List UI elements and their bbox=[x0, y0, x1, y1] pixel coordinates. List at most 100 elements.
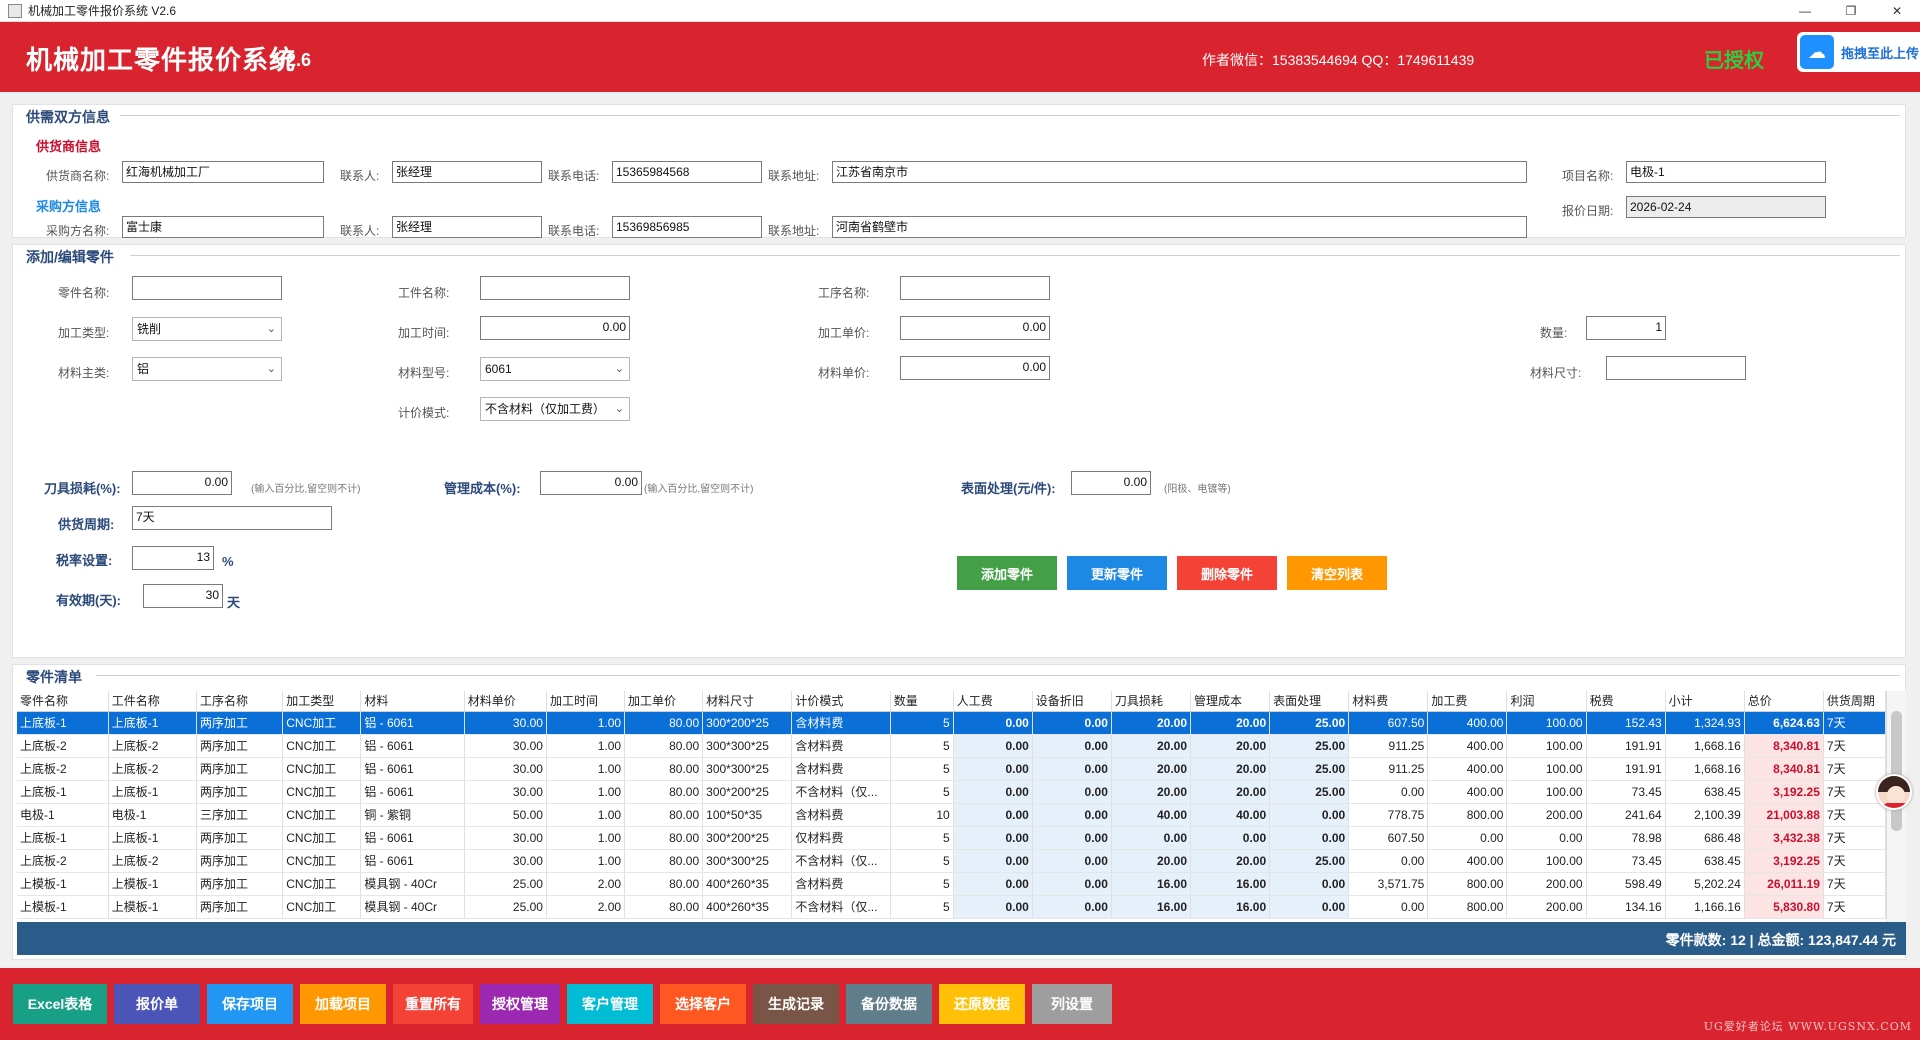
supplier-name-field[interactable]: 红海机械加工厂 bbox=[122, 161, 324, 183]
column-header[interactable]: 加工单价 bbox=[624, 691, 704, 712]
column-header[interactable]: 表面处理 bbox=[1269, 691, 1350, 712]
column-header[interactable]: 管理成本 bbox=[1190, 691, 1271, 712]
supplier-phone-field[interactable]: 15365984568 bbox=[612, 161, 762, 183]
scrollbar-thumb[interactable] bbox=[1891, 711, 1902, 831]
proc-type-select[interactable]: 铣削 ⌄ bbox=[132, 317, 282, 341]
toolbar-button[interactable]: 报价单 bbox=[114, 984, 200, 1024]
surface-field[interactable]: 0.00 bbox=[1071, 471, 1151, 495]
maximize-button[interactable]: ❐ bbox=[1845, 4, 1857, 18]
table-cell: 0.00 bbox=[1032, 780, 1112, 804]
column-header[interactable]: 材料尺寸 bbox=[702, 691, 793, 712]
toolbar-button[interactable]: 生成记录 bbox=[753, 984, 839, 1024]
column-header[interactable]: 供货周期 bbox=[1823, 691, 1887, 712]
material-size-field[interactable] bbox=[1606, 356, 1746, 380]
table-cell: 30.00 bbox=[464, 711, 547, 735]
column-header[interactable]: 工件名称 bbox=[108, 691, 198, 712]
table-row[interactable]: 上模板-1 上模板-1 两序加工 CNC加工 模具钢 - 40Cr 25.00 2.00 80… bbox=[17, 895, 1887, 919]
grid-summary: 零件款数: 12 | 总金额: 123,847.44 元 bbox=[17, 922, 1906, 955]
supplier-address-field[interactable]: 江苏省南京市 bbox=[832, 161, 1527, 183]
table-cell: 上底板-2 bbox=[17, 849, 109, 873]
mgmt-cost-field[interactable]: 0.00 bbox=[540, 471, 642, 495]
column-header[interactable]: 总价 bbox=[1744, 691, 1824, 712]
chevron-down-icon: ⌄ bbox=[266, 363, 276, 375]
buyer-contact-field[interactable]: 张经理 bbox=[392, 216, 542, 238]
column-header[interactable]: 工序名称 bbox=[196, 691, 284, 712]
valid-field[interactable]: 30 bbox=[143, 584, 223, 608]
column-header[interactable]: 数量 bbox=[890, 691, 954, 712]
close-button[interactable]: ✕ bbox=[1891, 4, 1903, 18]
clear-list-button[interactable]: 清空列表 bbox=[1287, 556, 1387, 590]
material-select[interactable]: 铝 ⌄ bbox=[132, 357, 282, 381]
column-header[interactable]: 零件名称 bbox=[17, 691, 109, 712]
table-cell: 5 bbox=[890, 757, 954, 781]
material-model-select[interactable]: 6061 ⌄ bbox=[480, 357, 630, 381]
table-row[interactable]: 上底板-2 上底板-2 两序加工 CNC加工铝 - 6061 30.00 1.00 80.0… bbox=[17, 734, 1887, 758]
tool-loss-field[interactable]: 0.00 bbox=[132, 471, 232, 495]
column-header[interactable]: 设备折旧 bbox=[1032, 691, 1112, 712]
table-cell: 25.00 bbox=[1269, 780, 1350, 804]
table-cell: CNC加工 bbox=[282, 757, 362, 781]
toolbar-button[interactable]: 重置所有 bbox=[393, 984, 473, 1024]
column-header[interactable]: 利润 bbox=[1506, 691, 1587, 712]
table-row[interactable]: 上底板-1 上底板-1 两序加工 CNC加工铝 - 6061 30.00 1.00 80.0… bbox=[17, 711, 1887, 735]
table-cell: 1.00 bbox=[546, 780, 626, 804]
parts-grid[interactable]: 零件名称 工件名称 工序名称 加工类型 材料 材料单价 加工时间 加工单价 材料尺寸 计价模式 数量… bbox=[17, 691, 1887, 919]
column-header[interactable]: 人工费 bbox=[953, 691, 1033, 712]
tax-field[interactable]: 13 bbox=[132, 546, 214, 570]
column-header[interactable]: 材料费 bbox=[1348, 691, 1429, 712]
upload-button[interactable]: ☁ 拖拽至此上传 bbox=[1797, 32, 1920, 72]
table-cell: 不含材料（仅... bbox=[791, 895, 891, 919]
quote-date-field[interactable]: 2026-02-24 bbox=[1626, 196, 1826, 218]
table-cell: 5 bbox=[890, 826, 954, 850]
toolbar-button[interactable]: 客户管理 bbox=[567, 984, 653, 1024]
toolbar-button[interactable]: Excel表格 bbox=[13, 984, 107, 1024]
table-row[interactable]: 上模板-1 上模板-1 两序加工 CNC加工 模具钢 - 40Cr 25.00 2.00 80… bbox=[17, 872, 1887, 896]
toolbar-button[interactable]: 还原数据 bbox=[939, 984, 1025, 1024]
table-cell: 25.00 bbox=[1269, 711, 1350, 735]
column-header[interactable]: 加工费 bbox=[1427, 691, 1508, 712]
toolbar-button[interactable]: 授权管理 bbox=[480, 984, 560, 1024]
column-header[interactable]: 材料单价 bbox=[464, 691, 547, 712]
toolbar-button[interactable]: 备份数据 bbox=[846, 984, 932, 1024]
update-part-button[interactable]: 更新零件 bbox=[1067, 556, 1167, 590]
qty-field[interactable]: 1 bbox=[1586, 316, 1666, 340]
supplier-contact-field[interactable]: 张经理 bbox=[392, 161, 542, 183]
buyer-phone-field[interactable]: 15369856985 bbox=[612, 216, 762, 238]
material-label: 材料主类: bbox=[58, 366, 110, 380]
toolbar-button[interactable]: 列设置 bbox=[1032, 984, 1112, 1024]
process-field[interactable] bbox=[900, 276, 1050, 300]
table-row[interactable]: 上底板-1 上底板-1 两序加工 CNC加工铝 - 6061 30.00 1.00 80.0… bbox=[17, 826, 1887, 850]
assistant-avatar[interactable] bbox=[1876, 774, 1912, 810]
add-part-button[interactable]: 添加零件 bbox=[957, 556, 1057, 590]
column-header[interactable]: 计价模式 bbox=[791, 691, 891, 712]
column-header[interactable]: 刀具损耗 bbox=[1111, 691, 1192, 712]
material-price-label: 材料单价: bbox=[818, 366, 870, 380]
table-cell: 73.45 bbox=[1586, 780, 1666, 804]
toolbar-button[interactable]: 选择客户 bbox=[660, 984, 746, 1024]
table-row[interactable]: 上底板-2 上底板-2 两序加工 CNC加工铝 - 6061 30.00 1.00 80.0… bbox=[17, 757, 1887, 781]
table-row[interactable]: 上底板-1 上底板-1 两序加工 CNC加工铝 - 6061 30.00 1.00 80.0… bbox=[17, 780, 1887, 804]
table-row[interactable]: 电极-1 电极-1 三序加工 CNC加工铜 - 紫铜 50.00 1.00 80.00 100… bbox=[17, 803, 1887, 827]
pricing-select[interactable]: 不含材料（仅加工费） ⌄ bbox=[480, 397, 630, 421]
column-header[interactable]: 税费 bbox=[1586, 691, 1666, 712]
tax-label: 税率设置: bbox=[56, 553, 113, 568]
toolbar-button[interactable]: 加载项目 bbox=[300, 984, 386, 1024]
buyer-name-field[interactable]: 富士康 bbox=[122, 216, 324, 238]
buyer-address-field[interactable]: 河南省鹤壁市 bbox=[832, 216, 1527, 238]
minimize-button[interactable]: — bbox=[1799, 4, 1811, 18]
workpiece-field[interactable] bbox=[480, 276, 630, 300]
proc-price-field[interactable]: 0.00 bbox=[900, 316, 1050, 340]
toolbar-button[interactable]: 保存项目 bbox=[207, 984, 293, 1024]
cycle-field[interactable]: 7天 bbox=[132, 506, 332, 530]
column-header[interactable]: 加工时间 bbox=[546, 691, 626, 712]
proc-type-label: 加工类型: bbox=[58, 326, 110, 340]
project-name-field[interactable]: 电极-1 bbox=[1626, 161, 1826, 183]
column-header[interactable]: 小计 bbox=[1665, 691, 1745, 712]
column-header[interactable]: 加工类型 bbox=[282, 691, 362, 712]
proc-time-field[interactable]: 0.00 bbox=[480, 316, 630, 340]
material-price-field[interactable]: 0.00 bbox=[900, 356, 1050, 380]
delete-part-button[interactable]: 删除零件 bbox=[1177, 556, 1277, 590]
part-name-field[interactable] bbox=[132, 276, 282, 300]
table-row[interactable]: 上底板-2 上底板-2 两序加工 CNC加工铝 - 6061 30.00 1.00 80.0… bbox=[17, 849, 1887, 873]
column-header[interactable]: 材料 bbox=[360, 691, 465, 712]
